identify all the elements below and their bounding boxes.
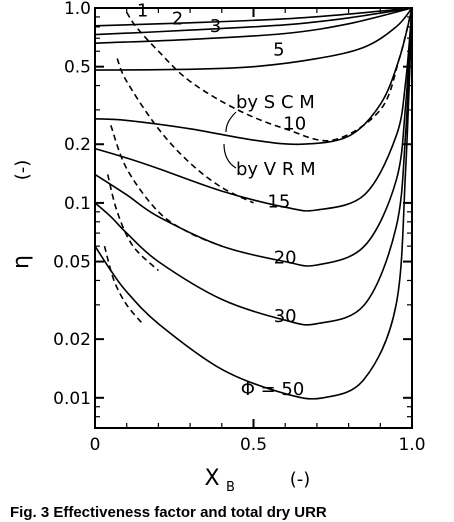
annotation-vrm-pointer: [223, 143, 237, 169]
vrm-curve-2: [94, 7, 413, 36]
vrm-curve-20: [94, 7, 413, 267]
curve-label-30: 30: [274, 306, 297, 327]
curve-label-5: 5: [273, 39, 284, 60]
curves: [94, 7, 413, 400]
curve-label-2: 2: [172, 9, 183, 30]
curve-label-20: 20: [274, 248, 297, 269]
scm-curve-15: [116, 58, 254, 204]
x-tick-label-1: 0.5: [240, 435, 267, 455]
x-axis-unit: (-): [290, 469, 311, 490]
curve-label-15: 15: [267, 192, 290, 213]
y-tick-label-5: 0.02: [53, 330, 91, 350]
x-tick-label-2: 1.0: [398, 435, 425, 455]
x-axis-label-subscript: B: [226, 480, 235, 495]
vrm-curve-1: [94, 7, 413, 27]
vrm-curve-50: [94, 7, 413, 400]
annotations: by S C M by V R M: [223, 92, 316, 180]
curve-label-50: Φ = 50: [241, 379, 305, 400]
x-tick-label-0: 0: [90, 435, 101, 455]
y-tick-label-1: 0.5: [64, 58, 91, 78]
y-tick-label-0: 1.0: [64, 0, 91, 19]
y-tick-label-3: 0.1: [64, 194, 91, 214]
scm-curve-20: [110, 125, 223, 247]
y-tick-label-4: 0.05: [53, 253, 91, 273]
annotation-scm: by S C M: [236, 92, 315, 113]
scm-curve-10: [126, 7, 413, 142]
y-tick-label-6: 0.01: [53, 389, 91, 409]
curve-label-3: 3: [210, 16, 221, 37]
curve-labels: 1 2 3 5 10 15 20 30 Φ = 50: [137, 0, 306, 400]
vrm-curve-3: [94, 7, 413, 44]
y-axis-label: η: [9, 255, 34, 269]
annotation-vrm: by V R M: [236, 159, 316, 180]
plot-frame: [94, 7, 413, 429]
scm-curve-50: [103, 245, 144, 325]
y-axis-unit: (-): [12, 160, 33, 181]
vrm-curve-10: [94, 7, 413, 146]
annotation-scm-pointer: [225, 111, 237, 133]
axis-ticks: 1.0 0.5 0.2 0.1 0.05 0.02 0.01 0 0.5 1.0: [53, 0, 425, 455]
y-tick-label-2: 0.2: [64, 135, 91, 155]
vrm-curve-30: [94, 7, 413, 326]
curve-label-10: 10: [283, 114, 306, 135]
figure-caption: Fig. 3 Effectiveness factor and total dr…: [10, 504, 327, 521]
x-axis-label: X: [204, 466, 219, 491]
plot-border: [94, 7, 413, 429]
vrm-curve-5: [94, 7, 413, 71]
vrm-curve-15: [94, 7, 413, 212]
curve-label-1: 1: [137, 0, 148, 21]
